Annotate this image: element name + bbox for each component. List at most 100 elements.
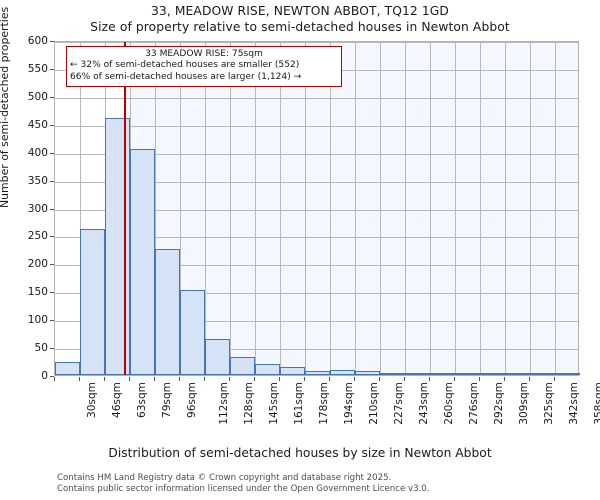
footer-line1: Contains HM Land Registry data © Crown c… xyxy=(57,473,392,483)
bar-63sqm xyxy=(105,118,130,375)
gridline-x-5 xyxy=(180,42,181,375)
gridline-y-500 xyxy=(55,97,578,99)
bar-358sqm xyxy=(555,373,580,375)
x-tick-label-358sqm: 358sqm xyxy=(592,382,600,425)
x-tick-mark-161sqm xyxy=(254,377,255,381)
x-tick-mark-46sqm xyxy=(79,377,80,381)
x-tick-label-161sqm: 161sqm xyxy=(292,382,305,425)
bar-194sqm xyxy=(305,370,330,375)
bar-276sqm xyxy=(430,373,455,375)
y-tick-label-450: 450 xyxy=(27,118,48,131)
bar-178sqm xyxy=(280,367,305,375)
footer-attribution: Contains HM Land Registry data © Crown c… xyxy=(57,473,429,494)
gridline-x-7 xyxy=(230,42,231,375)
bar-96sqm xyxy=(155,249,180,375)
x-tick-label-342sqm: 342sqm xyxy=(567,382,580,425)
plot-area xyxy=(54,41,580,376)
y-tick-mark-0 xyxy=(50,376,54,377)
bar-227sqm xyxy=(355,371,380,375)
x-tick-label-145sqm: 145sqm xyxy=(267,382,280,425)
property-annotation-box: 33 MEADOW RISE: 75sqm ← 32% of semi-deta… xyxy=(66,46,342,88)
gridline-x-6 xyxy=(205,42,206,375)
y-tick-mark-450 xyxy=(50,124,54,126)
gridline-x-18 xyxy=(505,42,506,375)
gridline-x-13 xyxy=(380,42,381,375)
y-tick-mark-550 xyxy=(50,68,54,70)
x-tick-mark-292sqm xyxy=(454,377,455,381)
gridline-y-200 xyxy=(55,265,578,267)
gridline-y-400 xyxy=(55,153,578,155)
gridline-x-16 xyxy=(455,42,456,375)
x-tick-label-128sqm: 128sqm xyxy=(242,382,255,425)
y-tick-label-150: 150 xyxy=(27,286,48,299)
gridline-y-350 xyxy=(55,181,578,183)
x-tick-label-276sqm: 276sqm xyxy=(467,382,480,425)
x-axis-label: Distribution of semi-detached houses by … xyxy=(108,446,492,460)
gridline-x-8 xyxy=(255,42,256,375)
bar-161sqm xyxy=(255,363,280,375)
x-tick-label-112sqm: 112sqm xyxy=(217,382,230,425)
y-tick-label-200: 200 xyxy=(27,258,48,271)
x-tick-mark-112sqm xyxy=(179,377,180,381)
x-tick-label-46sqm: 46sqm xyxy=(111,382,124,419)
x-tick-mark-227sqm xyxy=(354,377,355,381)
gridline-y-50 xyxy=(55,349,578,351)
x-tick-mark-210sqm xyxy=(329,377,330,381)
property-size-marker-line xyxy=(123,42,126,375)
gridline-x-1 xyxy=(80,42,81,375)
y-tick-mark-300 xyxy=(50,208,54,210)
annotation-smaller: ← 32% of semi-detached houses are smalle… xyxy=(70,60,300,71)
y-tick-label-100: 100 xyxy=(27,314,48,327)
x-tick-mark-128sqm xyxy=(204,377,205,381)
y-tick-mark-350 xyxy=(50,180,54,182)
y-tick-label-400: 400 xyxy=(27,146,48,159)
y-tick-label-350: 350 xyxy=(27,174,48,187)
y-tick-mark-250 xyxy=(50,236,54,238)
x-tick-label-194sqm: 194sqm xyxy=(342,382,355,425)
x-tick-mark-194sqm xyxy=(304,377,305,381)
gridline-x-12 xyxy=(355,42,356,375)
x-tick-mark-96sqm xyxy=(154,377,155,381)
gridline-y-300 xyxy=(55,209,578,211)
x-tick-label-227sqm: 227sqm xyxy=(392,382,405,425)
gridline-x-20 xyxy=(555,42,556,375)
gridline-y-600 xyxy=(55,42,578,43)
gridline-x-14 xyxy=(405,42,406,375)
y-tick-mark-150 xyxy=(50,292,54,294)
bar-260sqm xyxy=(405,373,430,375)
bar-145sqm xyxy=(230,356,255,375)
annotation-larger: 66% of semi-detached houses are larger (… xyxy=(70,71,302,82)
y-tick-mark-500 xyxy=(50,96,54,98)
chart-subtitle: Size of property relative to semi-detach… xyxy=(90,20,510,34)
bar-128sqm xyxy=(205,338,230,375)
x-tick-mark-358sqm xyxy=(554,377,555,381)
x-tick-mark-79sqm xyxy=(129,377,130,381)
y-tick-label-300: 300 xyxy=(27,202,48,215)
x-tick-mark-178sqm xyxy=(279,377,280,381)
y-tick-label-550: 550 xyxy=(27,62,48,75)
y-tick-label-250: 250 xyxy=(27,230,48,243)
bar-112sqm xyxy=(180,290,205,375)
bar-309sqm xyxy=(480,373,505,375)
bar-292sqm xyxy=(455,373,480,375)
gridline-x-10 xyxy=(305,42,306,375)
x-tick-label-30sqm: 30sqm xyxy=(86,382,99,419)
gridline-y-250 xyxy=(55,237,578,239)
x-tick-mark-243sqm xyxy=(379,377,380,381)
x-tick-mark-309sqm xyxy=(479,377,480,381)
y-tick-label-0: 0 xyxy=(41,370,48,382)
x-tick-label-79sqm: 79sqm xyxy=(161,382,174,419)
bar-30sqm xyxy=(55,361,80,375)
x-tick-label-292sqm: 292sqm xyxy=(492,382,505,425)
x-tick-label-325sqm: 325sqm xyxy=(542,382,555,425)
x-tick-mark-325sqm xyxy=(504,377,505,381)
bar-79sqm xyxy=(130,148,155,375)
gridline-x-19 xyxy=(530,42,531,375)
bar-46sqm xyxy=(80,228,105,375)
y-tick-label-600: 600 xyxy=(27,35,48,47)
x-tick-label-63sqm: 63sqm xyxy=(136,382,149,419)
gridline-y-150 xyxy=(55,293,578,295)
gridline-x-9 xyxy=(280,42,281,375)
y-tick-label-50: 50 xyxy=(34,342,48,355)
